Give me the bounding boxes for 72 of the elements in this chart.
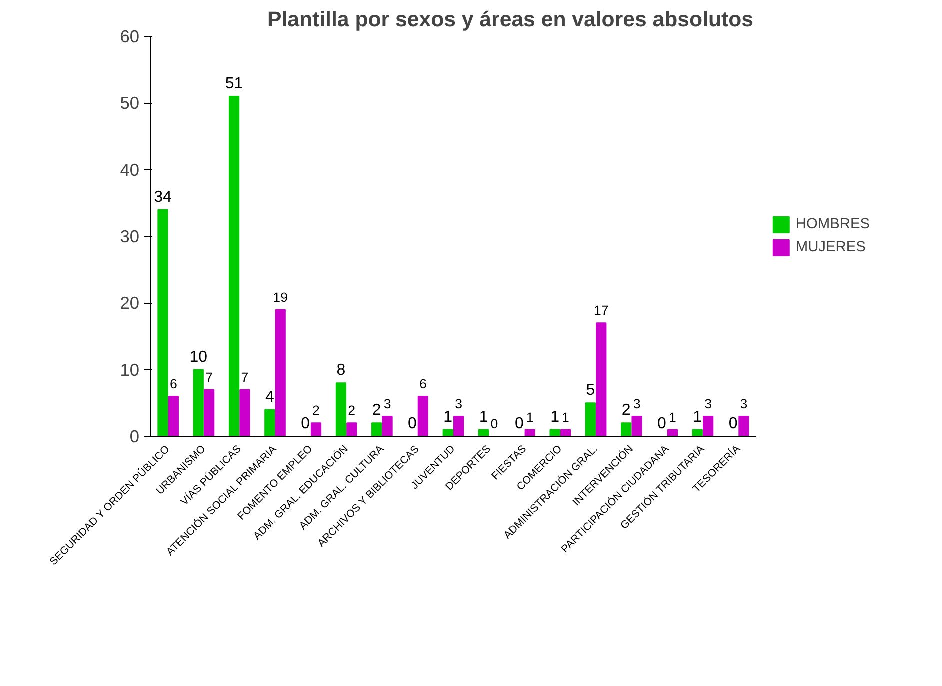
- data-label: 0: [301, 416, 310, 432]
- bar: [382, 416, 393, 436]
- data-label: 0: [658, 416, 667, 432]
- bar: [264, 409, 276, 436]
- bar: [703, 416, 714, 436]
- bar: [442, 429, 454, 436]
- data-label: 1: [526, 410, 534, 425]
- bar: [596, 322, 607, 436]
- legend-label: HOMBRES: [796, 216, 870, 232]
- data-label: 2: [622, 402, 631, 420]
- bar: [550, 429, 560, 436]
- bar: [310, 422, 322, 436]
- bar: [632, 416, 642, 436]
- bar: [372, 422, 382, 436]
- bar: [240, 389, 250, 436]
- data-label: 1: [562, 410, 570, 425]
- bar: [228, 96, 240, 436]
- bar: [621, 422, 632, 436]
- bar: [336, 382, 347, 436]
- data-label: 2: [312, 403, 320, 418]
- data-label: 3: [384, 396, 392, 412]
- bar: [524, 429, 536, 436]
- data-label: 1: [668, 410, 676, 425]
- data-label: 3: [740, 396, 748, 412]
- data-label: 34: [154, 188, 172, 206]
- bar: [158, 209, 168, 436]
- bar: [478, 429, 490, 436]
- bar: [692, 429, 703, 436]
- data-label: 1: [479, 408, 488, 426]
- bar: [346, 422, 358, 436]
- data-label: 17: [594, 303, 609, 318]
- y-tick-label: 40: [120, 160, 140, 180]
- bar: [168, 396, 179, 436]
- y-tick-label: 30: [120, 226, 140, 246]
- data-label: 7: [241, 370, 249, 385]
- bar: [667, 429, 678, 436]
- y-tick-label: 20: [120, 293, 140, 314]
- data-label: 0: [514, 416, 524, 432]
- data-label: 51: [225, 76, 244, 92]
- y-tick-label: 0: [130, 426, 140, 446]
- y-tick-label: 10: [120, 360, 140, 380]
- data-label: 2: [372, 402, 382, 420]
- data-label: 3: [633, 396, 641, 412]
- bar: [454, 416, 464, 436]
- data-label: 7: [206, 370, 214, 385]
- data-label: 8: [336, 362, 346, 380]
- bar: [738, 416, 750, 436]
- bar: [585, 402, 596, 436]
- data-label: 3: [455, 396, 463, 412]
- y-tick-label: 60: [120, 26, 140, 46]
- data-label: 19: [273, 290, 288, 305]
- data-label: 10: [190, 348, 208, 366]
- data-label: 0: [728, 416, 738, 432]
- data-label: 1: [550, 408, 560, 426]
- bar: [560, 429, 572, 436]
- data-label: 4: [265, 388, 274, 406]
- y-tick-label: 50: [120, 93, 140, 114]
- data-label: 2: [348, 403, 356, 418]
- data-label: 1: [693, 408, 702, 426]
- bar: [418, 396, 428, 436]
- data-label: 6: [170, 376, 178, 392]
- data-label: 5: [586, 382, 596, 400]
- data-label: 1: [444, 408, 453, 426]
- data-label: 3: [704, 396, 712, 412]
- bar: [193, 369, 204, 436]
- chart-title: Plantilla por sexos y áreas en valores absolutos: [267, 8, 754, 32]
- data-label: 0: [408, 416, 418, 432]
- data-label: 0: [490, 416, 498, 432]
- legend-label: MUJERES: [796, 240, 866, 256]
- bar: [275, 309, 286, 436]
- bar: [204, 389, 215, 436]
- data-label: 6: [419, 376, 427, 392]
